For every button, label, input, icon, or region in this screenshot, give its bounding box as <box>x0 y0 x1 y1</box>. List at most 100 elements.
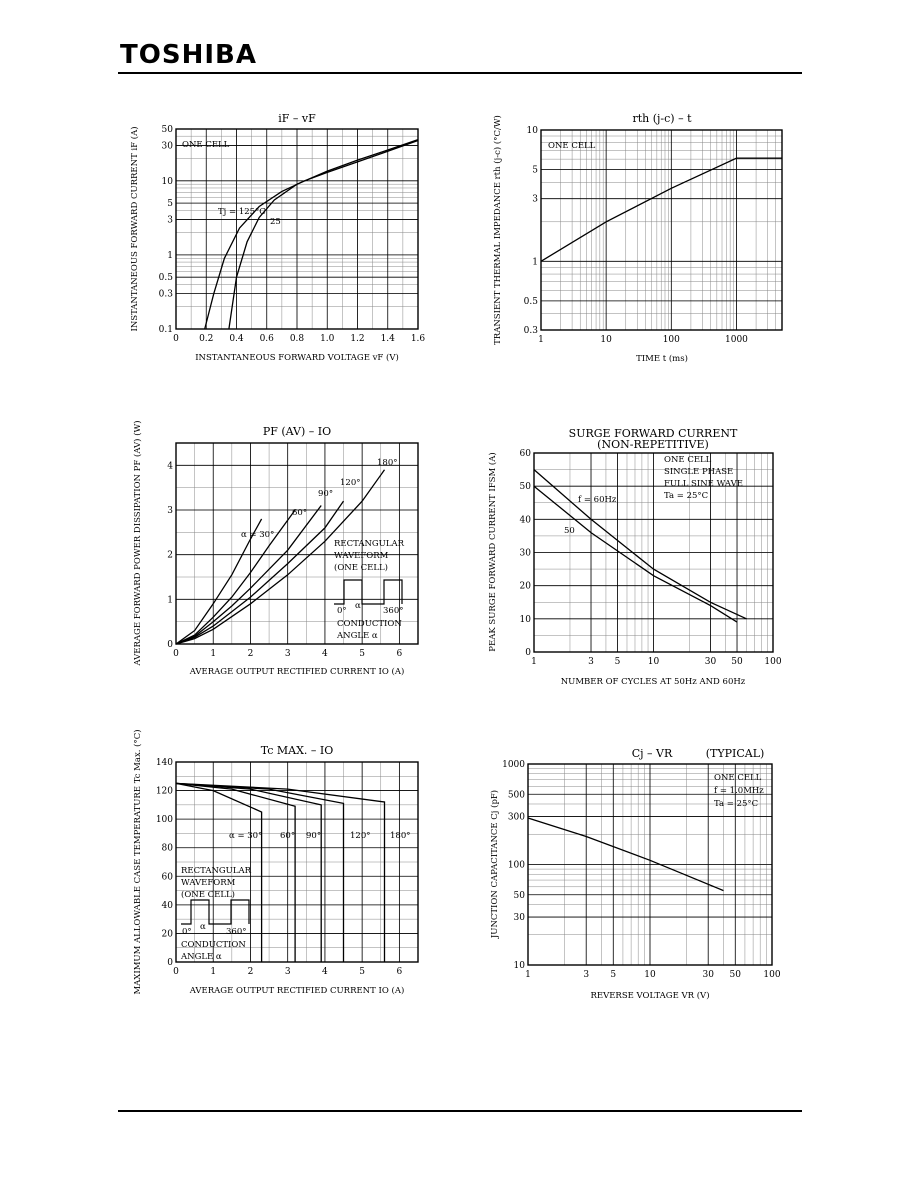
series-line-2 <box>175 509 296 645</box>
y-tick-label: 1 <box>167 595 173 605</box>
plot-frame <box>175 442 419 645</box>
waveform-icon <box>334 579 403 605</box>
series-label: 90° <box>306 831 321 841</box>
y-tick-label: 60 <box>162 872 174 882</box>
y-tick-label: 30 <box>514 913 526 923</box>
x-tick-label: 30 <box>705 657 717 667</box>
y-tick-label: 2 <box>167 551 173 561</box>
chart-title: rth (j-c) – t <box>632 112 692 125</box>
y-tick-label: 40 <box>162 901 174 911</box>
series-label: 50 <box>564 526 575 536</box>
y-tick-label: 140 <box>156 758 173 768</box>
chart-annotation: CONDUCTION <box>337 619 402 629</box>
x-tick-label: 1 <box>210 649 216 659</box>
y-tick-label: 30 <box>520 549 532 559</box>
x-tick-label: 0 <box>173 334 179 344</box>
x-tick-label: 5 <box>359 649 365 659</box>
x-tick-label: 0.8 <box>290 334 305 344</box>
y-tick-label: 0.1 <box>159 325 173 335</box>
series-label: 90° <box>318 489 333 499</box>
x-tick-label: 0.4 <box>229 334 244 344</box>
chart-annotation: ONE CELL <box>664 455 712 465</box>
x-axis-label: AVERAGE OUTPUT RECTIFIED CURRENT IO (A) <box>189 985 405 996</box>
chart-3: 0 1 2 3 4 5 6 0 1 2 3 4 PF (AV) – IO AVERAGE OUTPUT R… <box>132 420 419 677</box>
chart-annotation: RECTANGULAR <box>334 539 405 549</box>
x-tick-label: 0.2 <box>199 334 213 344</box>
x-tick-label: 5 <box>610 970 616 980</box>
y-tick-label: 10 <box>514 961 526 971</box>
series-label: α = 30° <box>229 831 262 841</box>
y-axis-label: AVERAGE FORWARD POWER DISSIPATION PF (AV… <box>132 420 143 666</box>
x-tick-label: 6 <box>397 967 403 977</box>
x-tick-label: 1 <box>525 970 531 980</box>
x-tick-label: 1.6 <box>411 334 426 344</box>
chart-title: Cj – VR <box>632 747 673 760</box>
chart-subtitle: (TYPICAL) <box>706 747 765 760</box>
y-tick-label: 10 <box>162 177 174 187</box>
chart-annotation: WAVEFORM <box>181 878 236 888</box>
x-tick-label: 2 <box>248 649 254 659</box>
x-tick-label: 1 <box>538 335 544 345</box>
y-tick-label: 1000 <box>502 760 525 770</box>
series-label: α = 30° <box>241 530 274 540</box>
x-tick-label: 6 <box>397 649 403 659</box>
chart-title: Tc MAX. – IO <box>261 744 334 757</box>
waveform-icon <box>181 899 250 925</box>
y-tick-label: 100 <box>156 815 173 825</box>
y-tick-label: 0.3 <box>524 326 539 336</box>
x-tick-label: 50 <box>731 657 743 667</box>
chart-4: 1 3 5 10 30 50 100 0 10 20 30 40 50 60 SURGE FORWARD C… <box>487 427 782 687</box>
y-tick-label: 500 <box>508 790 525 800</box>
x-axis-label: INSTANTANEOUS FORWARD VOLTAGE vF (V) <box>195 352 399 363</box>
y-tick-label: 1 <box>532 257 538 267</box>
x-tick-label: 1 <box>210 967 216 977</box>
y-tick-label: 0.3 <box>159 290 174 300</box>
x-tick-label: 3 <box>588 657 594 667</box>
chart-annotation: 0° <box>337 606 347 616</box>
series-label: f = 60Hz <box>578 495 617 505</box>
chart-subtitle: (NON-REPETITIVE) <box>597 438 709 451</box>
y-tick-label: 4 <box>167 461 173 471</box>
y-tick-label: 5 <box>532 166 538 176</box>
plot-frame <box>175 761 419 963</box>
chart-annotation: ONE CELL <box>182 140 230 150</box>
x-tick-label: 0.6 <box>260 334 275 344</box>
chart-2: 1 10 100 1000 0.3 0.5 1 3 5 10 rth (j-c) – t TIME t… <box>492 112 783 364</box>
x-tick-label: 10 <box>600 335 612 345</box>
y-tick-label: 0 <box>525 648 531 658</box>
x-tick-label: 1.2 <box>350 334 364 344</box>
chart-annotation: CONDUCTION <box>181 940 246 950</box>
series-label: 120° <box>340 478 360 488</box>
y-tick-label: 3 <box>167 216 173 226</box>
series-line-2 <box>228 138 419 330</box>
x-tick-label: 100 <box>763 970 780 980</box>
x-tick-label: 100 <box>663 335 680 345</box>
y-tick-label: 5 <box>167 199 173 209</box>
x-tick-label: 3 <box>285 967 291 977</box>
series-line-5 <box>175 469 386 645</box>
chart-annotation: ONE CELL <box>548 141 596 151</box>
chart-annotation: 360° <box>383 606 403 616</box>
y-tick-label: 50 <box>162 125 174 135</box>
series-line-1 <box>204 139 419 330</box>
x-axis-label: REVERSE VOLTAGE VR (V) <box>590 990 709 1001</box>
y-tick-label: 3 <box>532 195 538 205</box>
y-axis-label: JUNCTION CAPACITANCE Cj (pF) <box>489 790 500 939</box>
series-line-2 <box>533 485 738 623</box>
y-tick-label: 80 <box>162 844 174 854</box>
x-tick-label: 30 <box>702 970 714 980</box>
chart-annotation: WAVEFORM <box>334 551 389 561</box>
footer-rule <box>118 1110 802 1112</box>
chart-annotation: 25 <box>270 217 281 227</box>
y-tick-label: 3 <box>167 506 173 516</box>
x-tick-label: 10 <box>644 970 656 980</box>
chart-annotation: Ta = 25°C <box>664 491 708 501</box>
series-label: 60° <box>292 508 307 518</box>
y-tick-label: 0 <box>167 640 173 650</box>
x-tick-label: 1.0 <box>320 334 335 344</box>
waveform-inset <box>334 579 403 605</box>
waveform-inset <box>181 899 250 925</box>
x-tick-label: 3 <box>583 970 589 980</box>
y-tick-label: 50 <box>520 482 532 492</box>
